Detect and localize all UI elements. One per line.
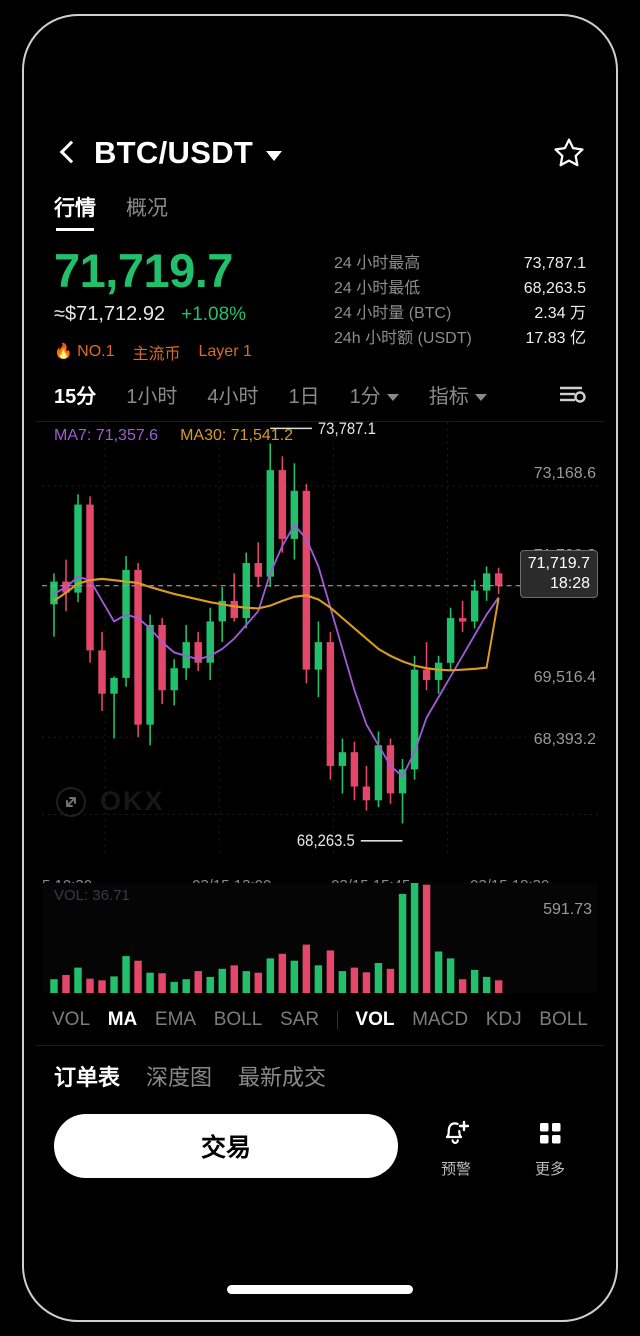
price-block: 71,719.7 ≈$71,712.92 +1.08% 🔥 NO.1 主流币 L…: [54, 245, 334, 364]
layer1-tag[interactable]: Layer 1: [198, 342, 252, 360]
volume-chart[interactable]: VOL: 36.71 591.73: [42, 882, 598, 993]
stat-value: 17.83 亿: [525, 330, 587, 347]
chart-settings-icon[interactable]: [556, 381, 586, 407]
coin-tags: 🔥 NO.1 主流币 Layer 1: [54, 340, 334, 364]
alert-button[interactable]: 预警: [420, 1114, 492, 1179]
last-price: 71,719.7: [54, 244, 233, 297]
fullscreen-expand-icon[interactable]: [54, 785, 88, 819]
bell-plus-icon: [445, 1120, 470, 1144]
stat-value: 73,787.1: [523, 255, 586, 272]
ma30-value: 71,541.2: [230, 426, 294, 444]
price-summary: 71,719.7 ≈$71,712.92 +1.08% 🔥 NO.1 主流币 L…: [36, 231, 604, 364]
volume-label: VOL: 36.71: [54, 886, 130, 904]
grid-icon: [540, 1122, 561, 1144]
timeframe-1d[interactable]: 1日: [288, 385, 320, 408]
indicator-macd[interactable]: MACD: [412, 1008, 469, 1030]
tab-overview[interactable]: 概况: [126, 197, 168, 220]
stat-row: 24 小时量 (BTC) 2.34 万: [334, 301, 586, 326]
volume-canvas: [50, 882, 503, 993]
trade-button[interactable]: 交易: [54, 1114, 398, 1179]
timeframe-15m[interactable]: 15分: [54, 385, 97, 408]
bottom-tabs: 订单表 深度图 最新成交: [36, 1044, 604, 1108]
ma7-name: MA7: [54, 426, 87, 444]
indicator-divider: [336, 1010, 338, 1029]
ma30-name: MA30: [180, 426, 222, 444]
stat-row: 24h 小时额 (USDT) 17.83 亿: [334, 326, 586, 351]
rank-label: NO.1: [77, 343, 115, 361]
stat-row: 24 小时最高 73,787.1: [334, 251, 586, 276]
mainstream-tag[interactable]: 主流币: [132, 345, 181, 363]
stat-label: 24 小时最低: [334, 280, 421, 297]
page-title: BTC/USDT: [94, 135, 254, 170]
market-stats: 24 小时最高 73,787.1 24 小时最低 68,263.5 24 小时量…: [334, 245, 586, 364]
timeframe-bar: 15分 1小时 4小时 1日 1分 指标: [36, 364, 604, 422]
app-header: BTC/USDT: [36, 124, 604, 182]
tab-market[interactable]: 行情: [54, 192, 96, 231]
last-price-marker-price: 71,719.7: [527, 555, 590, 573]
indicator-boll-sub[interactable]: BOLL: [539, 1008, 588, 1030]
fire-icon: 🔥: [54, 343, 73, 361]
indicator-dropdown[interactable]: 指标: [429, 380, 487, 409]
chart-watermark: OKX: [54, 785, 165, 819]
tab-depth-chart[interactable]: 深度图: [146, 1064, 213, 1090]
price-tick: 68,393.2: [533, 731, 596, 749]
indicator-boll[interactable]: BOLL: [213, 1008, 263, 1030]
tab-order-book[interactable]: 订单表: [54, 1064, 121, 1090]
timeframe-more-dropdown[interactable]: 1分: [350, 380, 399, 409]
phone-frame: BTC/USDT 行情 概况 71,719.7 ≈$71,712.92 +1.0…: [22, 14, 618, 1322]
candlestick-chart[interactable]: MA7: 71,357.6 MA30: 71,541.2 73,787.1 68,…: [42, 421, 598, 894]
tab-recent-trades[interactable]: 最新成交: [238, 1064, 327, 1090]
chevron-down-icon: [474, 393, 487, 401]
more-button[interactable]: 更多: [514, 1114, 586, 1179]
ma7-value: 71,357.6: [95, 426, 159, 444]
more-label: 更多: [534, 1160, 565, 1178]
stat-value: 2.34 万: [534, 305, 586, 322]
stat-label: 24 小时量 (BTC): [334, 305, 452, 322]
indicator-kdj[interactable]: KDJ: [485, 1008, 522, 1030]
timeframe-more-label: 1分: [349, 385, 381, 408]
ma30-legend: MA30: 71,541.2: [180, 426, 294, 444]
okx-logo: OKX: [100, 786, 165, 817]
svg-text:68,263.5: 68,263.5: [297, 832, 355, 850]
stat-label: 24 小时最高: [334, 255, 421, 272]
section-tabs: 行情 概况: [36, 182, 604, 231]
chevron-down-icon[interactable]: [266, 151, 283, 161]
stat-label: 24h 小时额 (USDT): [334, 330, 472, 347]
price-axis: 73,168.671,702.869,516.468,393.2: [486, 422, 596, 822]
indicator-dropdown-label: 指标: [428, 385, 469, 408]
change-percent: +1.08%: [181, 303, 247, 325]
rank-tag[interactable]: 🔥 NO.1: [54, 342, 114, 361]
timeframe-1h[interactable]: 1小时: [126, 385, 178, 408]
indicator-vol-sub[interactable]: VOL: [355, 1008, 395, 1030]
stat-row: 24 小时最低 68,263.5: [334, 276, 586, 301]
timeframe-4h[interactable]: 4小时: [207, 385, 259, 408]
indicator-ma[interactable]: MA: [107, 1008, 138, 1030]
indicator-vol-main[interactable]: VOL: [52, 1008, 91, 1030]
home-indicator: [227, 1285, 413, 1294]
price-tick: 69,516.4: [533, 668, 596, 686]
alert-label: 预警: [440, 1160, 471, 1178]
kline-canvas: 73,787.1 68,263.5: [42, 421, 598, 856]
price-sub: ≈$71,712.92 +1.08%: [54, 303, 334, 326]
ma-legend: MA7: 71,357.6 MA30: 71,541.2: [54, 427, 293, 445]
indicator-ema[interactable]: EMA: [154, 1008, 197, 1030]
svg-text:73,787.1: 73,787.1: [318, 422, 376, 438]
usd-value: ≈$71,712.92: [54, 302, 166, 325]
ma7-legend: MA7: 71,357.6: [54, 426, 159, 444]
volume-max-label: 591.73: [543, 900, 592, 918]
action-bar: 交易 预警 更多: [36, 1108, 604, 1179]
price-tick: 73,168.6: [533, 464, 596, 482]
stat-value: 68,263.5: [523, 280, 586, 297]
last-price-marker-time: 18:28: [549, 575, 590, 593]
indicator-bar: VOL MA EMA BOLL SAR VOL MACD KDJ BOLL: [36, 993, 604, 1045]
last-price-marker: 71,719.7 18:28: [519, 550, 598, 599]
star-icon[interactable]: [552, 136, 586, 170]
app-screen: BTC/USDT 行情 概况 71,719.7 ≈$71,712.92 +1.0…: [24, 16, 616, 1320]
chevron-down-icon: [386, 393, 399, 401]
back-icon[interactable]: [54, 140, 80, 166]
indicator-sar[interactable]: SAR: [280, 1008, 320, 1030]
